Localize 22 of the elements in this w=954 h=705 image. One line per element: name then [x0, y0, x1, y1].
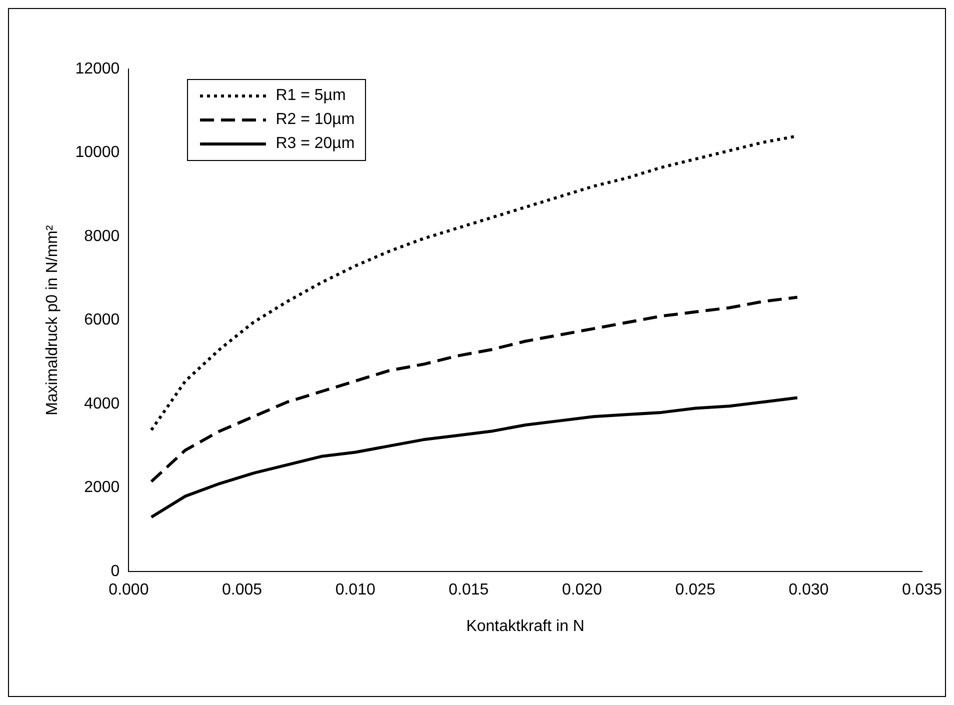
y-tick-label: 0 — [110, 563, 120, 580]
legend-label: R1 = 5µm — [276, 87, 346, 105]
x-tick-label: 0.010 — [335, 582, 376, 599]
legend-label: R3 = 20µm — [276, 135, 355, 153]
frame: Kontaktkraft in N Maximaldruck p0 in N/mm² 0.000 0.005 0.010 0.015 0.020 0.025 0.030 0.035 0 2000 4000 6000 8000 10000 12000 R1 = 5µm R2 = 10µm R3 = 20µm — [8, 8, 946, 697]
x-tick-label: 0.015 — [448, 582, 489, 599]
x-tick-label: 0.020 — [562, 582, 602, 599]
y-axis-title: Maximaldruck p0 in N/mm² — [44, 224, 62, 416]
y-tick-label: 4000 — [84, 395, 120, 412]
y-tick-label: 6000 — [84, 312, 120, 329]
y-tick-label: 12000 — [75, 60, 120, 78]
y-tick-label: 10000 — [75, 144, 120, 162]
y-tick-label: 2000 — [84, 479, 120, 496]
x-tick-label: 0.000 — [108, 582, 149, 599]
legend-label: R2 = 10µm — [276, 111, 355, 129]
x-tick-label: 0.035 — [902, 582, 942, 599]
y-tick-label: 8000 — [84, 228, 120, 245]
x-tick-label: 0.025 — [675, 582, 716, 599]
x-tick-label: 0.030 — [788, 582, 829, 599]
line-series — [150, 296, 799, 484]
x-tick-label: 0.005 — [222, 582, 262, 599]
x-axis-title: Kontaktkraft in N — [466, 618, 584, 635]
